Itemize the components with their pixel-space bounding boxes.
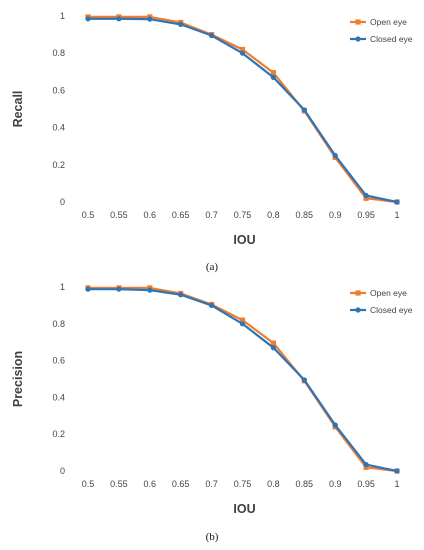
data-point-closed-eye <box>85 286 91 292</box>
legend-label-open-eye: Open eye <box>370 288 407 298</box>
x-tick-label: 0.85 <box>296 479 314 489</box>
y-tick-label: 1 <box>60 11 65 21</box>
x-axis-title: IOU <box>233 502 255 516</box>
data-point-open-eye <box>363 464 369 470</box>
data-point-closed-eye <box>270 74 276 80</box>
legend-marker-closed-eye <box>355 36 361 42</box>
data-point-open-eye <box>363 195 369 201</box>
x-tick-label: 1 <box>394 210 399 220</box>
data-point-closed-eye <box>301 377 307 383</box>
x-tick-label: 0.5 <box>82 210 95 220</box>
data-point-closed-eye <box>178 21 184 27</box>
figure-caption: (b) <box>206 531 219 543</box>
x-tick-label: 0.65 <box>172 210 190 220</box>
x-tick-label: 0.5 <box>82 479 95 489</box>
legend-marker-closed-eye <box>355 307 361 313</box>
x-tick-label: 0.9 <box>329 210 342 220</box>
x-tick-label: 0.6 <box>144 479 157 489</box>
data-point-closed-eye <box>85 16 91 22</box>
data-point-closed-eye <box>332 422 338 428</box>
legend-label-open-eye: Open eye <box>370 17 407 27</box>
chart-precision: 0 0.2 0.4 0.6 0.8 1 0.5 0.55 0.6 0.65 0.7 0.75 0.8 0.… <box>11 282 413 543</box>
figure-caption: (a) <box>206 261 219 273</box>
x-tick-label: 0.65 <box>172 479 190 489</box>
data-point-closed-eye <box>301 107 307 113</box>
y-tick-label: 0.8 <box>52 319 65 329</box>
data-point-closed-eye <box>394 199 400 205</box>
y-axis-title: Precision <box>11 351 25 407</box>
x-tick-label: 0.75 <box>234 479 252 489</box>
x-tick-label: 0.85 <box>296 210 314 220</box>
y-tick-label: 0 <box>60 466 65 476</box>
x-tick-label: 0.55 <box>110 210 128 220</box>
data-point-closed-eye <box>147 16 153 22</box>
series-line-closed-eye <box>88 288 398 473</box>
y-tick-label: 0 <box>60 197 65 207</box>
data-point-closed-eye <box>178 292 184 298</box>
x-tick-label: 0.8 <box>267 210 280 220</box>
data-point-closed-eye <box>209 302 215 308</box>
x-tick-label: 0.95 <box>357 210 375 220</box>
x-tick-label: 0.8 <box>267 479 280 489</box>
y-tick-label: 0.2 <box>52 429 65 439</box>
y-tick-label: 1 <box>60 282 65 292</box>
series-line-closed-eye <box>88 17 398 204</box>
data-point-closed-eye <box>209 32 215 39</box>
data-point-closed-eye <box>239 321 246 327</box>
legend-label-closed-eye: Closed eye <box>370 305 413 315</box>
chart-recall: 0 0.2 0.4 0.6 0.8 1 0.5 0.55 0.6 0.65 0.7 0.75 0.8 0.… <box>11 11 413 273</box>
data-point-closed-eye <box>239 50 246 56</box>
x-tick-label: 0.6 <box>144 210 157 220</box>
data-point-open-eye <box>239 317 246 323</box>
data-point-closed-eye <box>116 16 122 22</box>
data-point-closed-eye <box>363 192 369 199</box>
data-point-open-eye <box>270 70 276 76</box>
data-point-open-eye <box>270 340 276 346</box>
x-tick-label: 0.7 <box>205 210 218 220</box>
data-point-closed-eye <box>147 287 153 293</box>
y-tick-label: 0.8 <box>52 48 65 58</box>
x-tick-label: 0.75 <box>234 210 252 220</box>
y-axis-title: Recall <box>11 91 25 128</box>
x-axis-title: IOU <box>233 233 255 247</box>
x-tick-label: 0.7 <box>205 479 218 489</box>
y-tick-label: 0.4 <box>52 392 65 402</box>
legend-label-closed-eye: Closed eye <box>370 34 413 44</box>
legend-marker-open-eye <box>355 19 361 25</box>
data-point-closed-eye <box>270 345 276 351</box>
data-point-closed-eye <box>394 468 400 474</box>
x-tick-label: 0.55 <box>110 479 128 489</box>
y-tick-label: 0.6 <box>52 85 65 95</box>
x-tick-label: 0.95 <box>357 479 375 489</box>
y-tick-label: 0.2 <box>52 160 65 170</box>
data-point-closed-eye <box>116 286 122 292</box>
legend-marker-open-eye <box>355 290 361 296</box>
y-tick-label: 0.6 <box>52 356 65 366</box>
data-point-closed-eye <box>332 152 338 159</box>
data-point-open-eye <box>239 46 246 53</box>
y-tick-label: 0.4 <box>52 123 65 133</box>
x-tick-label: 0.9 <box>329 479 342 489</box>
data-point-closed-eye <box>363 461 369 468</box>
x-tick-label: 1 <box>394 479 399 489</box>
